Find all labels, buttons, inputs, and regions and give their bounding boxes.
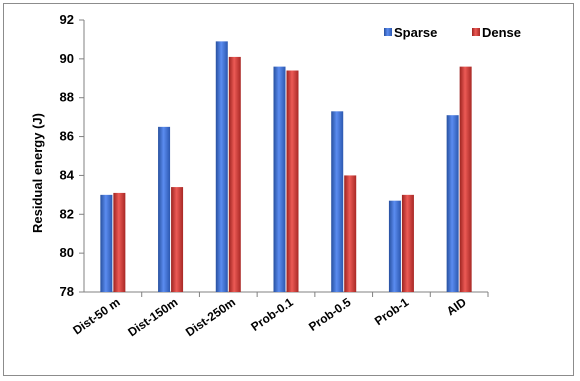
bar-dense-6 — [401, 194, 414, 292]
axes-group — [79, 19, 489, 297]
legend-swatch-sparse — [384, 28, 392, 36]
x-tick-label: Prob-0.5 — [306, 295, 354, 334]
bar-sparse-6 — [388, 200, 401, 292]
bar-sparse-7 — [446, 115, 459, 292]
x-tick-label: Dist-250m — [183, 295, 238, 339]
bars-group — [100, 41, 472, 292]
y-axis-label: Residual energy (J) — [30, 113, 45, 233]
legend: Sparse Dense — [384, 25, 521, 40]
x-tick-label: Prob-0.1 — [248, 295, 296, 334]
bar-sparse-5 — [331, 111, 344, 292]
y-tick-label: 88 — [60, 90, 74, 105]
y-tick-label: 80 — [60, 245, 74, 260]
bar-dense-1 — [113, 192, 126, 292]
bar-dense-3 — [228, 56, 241, 292]
y-tick-label: 92 — [60, 12, 74, 27]
y-tick-label: 84 — [60, 167, 75, 182]
legend-swatch-dense — [472, 28, 480, 36]
y-tick-label: 90 — [60, 51, 74, 66]
bar-dense-2 — [171, 187, 184, 292]
legend-label-sparse: Sparse — [394, 25, 437, 40]
bar-sparse-1 — [100, 194, 113, 292]
x-tick-label: Dist-50 m — [70, 295, 122, 337]
bar-dense-4 — [286, 70, 299, 292]
x-tick-label: AID — [444, 295, 469, 319]
bar-dense-7 — [459, 66, 472, 292]
bar-sparse-4 — [273, 66, 286, 292]
bar-sparse-2 — [158, 126, 171, 292]
legend-label-dense: Dense — [482, 25, 521, 40]
bar-sparse-3 — [215, 41, 228, 292]
bar-dense-5 — [344, 175, 357, 292]
y-tick-label: 86 — [60, 129, 74, 144]
x-tick-label: Prob-1 — [372, 295, 411, 328]
x-tick-label: Dist-150m — [125, 295, 180, 339]
y-tick-label: 82 — [60, 206, 74, 221]
y-tick-label: 78 — [60, 284, 74, 299]
